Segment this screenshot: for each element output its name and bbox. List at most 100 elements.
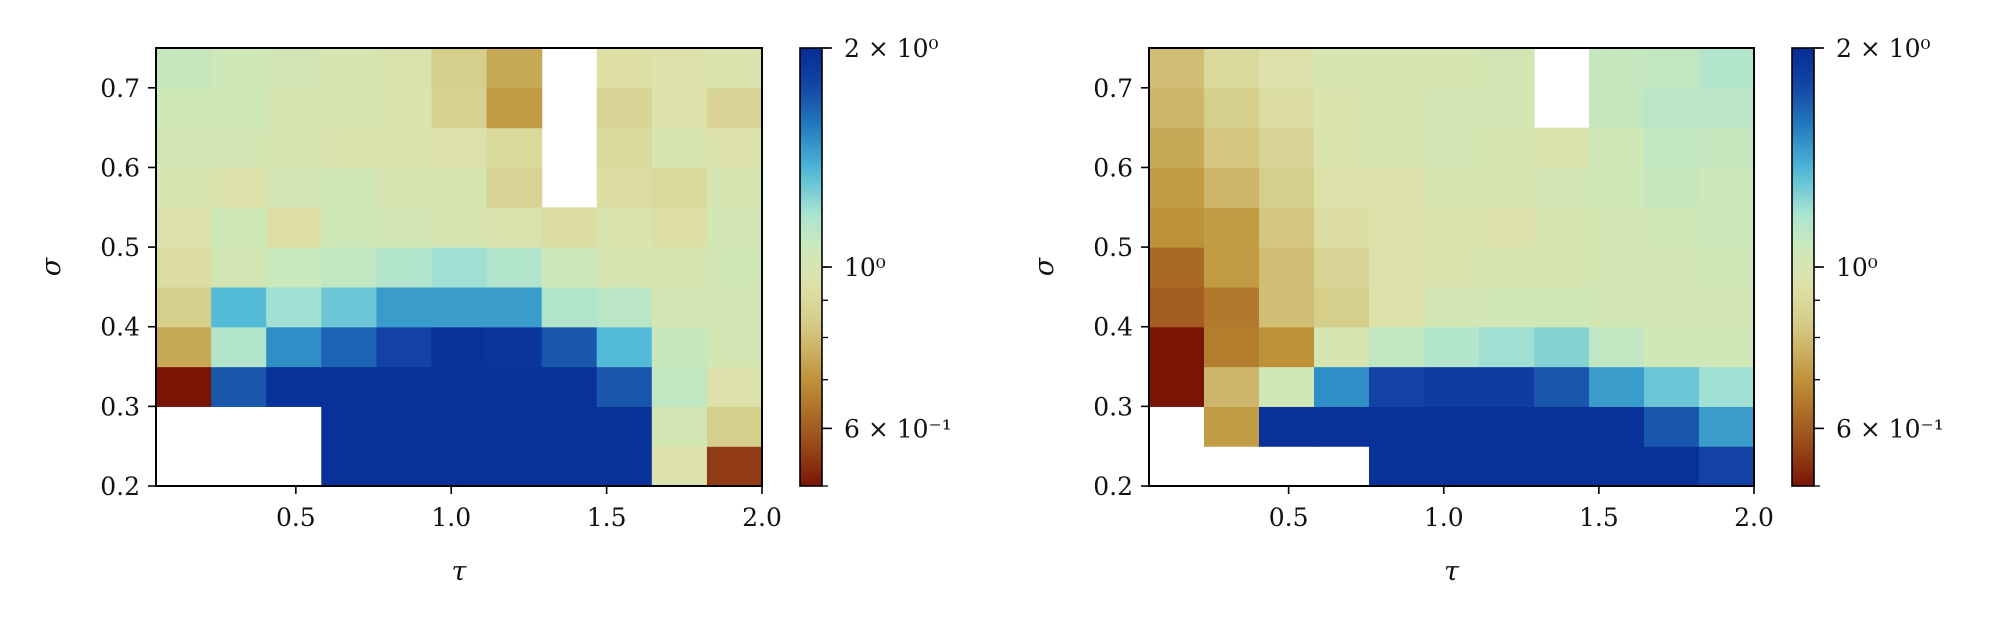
heatmap-cell — [1369, 167, 1425, 208]
heatmap-cell — [211, 48, 267, 89]
heatmap-cell — [266, 48, 322, 89]
heatmap-cell — [1424, 167, 1480, 208]
heatmap-cell — [1149, 167, 1205, 208]
heatmap-cell — [266, 326, 322, 368]
heatmap-cell — [1589, 247, 1645, 288]
heatmap-cell — [266, 127, 322, 169]
heatmap-cell — [376, 326, 433, 368]
heatmap-cell — [1424, 127, 1480, 169]
heatmap-cell — [596, 207, 653, 248]
heatmap-cell — [1149, 127, 1205, 169]
heatmap-cell — [211, 286, 267, 328]
y-tick-label: 0.5 — [1093, 233, 1133, 262]
colorbar-gradient — [800, 48, 822, 486]
heatmap-cell — [706, 48, 763, 89]
heatmap-cell — [1259, 48, 1315, 89]
heatmap-cell — [596, 48, 653, 89]
heatmap-cell — [156, 366, 212, 407]
heatmap-cell — [321, 286, 377, 328]
heatmap-cell — [1479, 286, 1535, 328]
heatmap-cell — [431, 366, 488, 407]
heatmap-cell — [431, 87, 488, 129]
heatmap-cell — [1589, 326, 1645, 368]
heatmap-cell — [376, 286, 433, 328]
x-axis-label: τ — [1444, 556, 1460, 587]
heatmap-cell — [1644, 366, 1700, 407]
heatmap-cell — [211, 167, 267, 208]
heatmap-cell — [706, 366, 763, 407]
y-tick-label: 0.4 — [1093, 313, 1133, 342]
heatmap-cell — [651, 406, 708, 447]
heatmap-cell — [1479, 127, 1535, 169]
x-axis-label: τ — [452, 556, 468, 587]
heatmap-cell — [1369, 87, 1425, 129]
heatmap-cell — [321, 167, 377, 208]
x-tick-label: 0.5 — [276, 503, 316, 532]
y-tick-label: 0.3 — [100, 392, 140, 421]
heatmap-cell — [651, 326, 708, 368]
heatmap-cell — [1644, 247, 1700, 288]
heatmap-cell — [1644, 326, 1700, 368]
heatmap-cell — [321, 87, 377, 129]
heatmap-cell — [211, 366, 267, 407]
y-tick-label: 0.2 — [100, 472, 140, 501]
heatmap-cell — [1534, 406, 1590, 447]
heatmap-cell — [651, 127, 708, 169]
heatmap-cell — [486, 127, 543, 169]
heatmap-cell — [486, 167, 543, 208]
heatmap-cell — [1589, 286, 1645, 328]
heatmap-cell — [321, 366, 377, 407]
heatmap-cell — [1424, 446, 1480, 487]
heatmap-cell — [651, 87, 708, 129]
heatmap-cell — [1369, 127, 1425, 169]
heatmap-cell — [156, 48, 212, 89]
heatmap-cell — [1424, 366, 1480, 407]
heatmap-cell — [1314, 87, 1370, 129]
heatmap-cell — [376, 87, 433, 129]
heatmap-cell — [376, 446, 433, 487]
heatmap-cell — [1424, 87, 1480, 129]
heatmap-cell — [1424, 207, 1480, 248]
heatmap-cell — [1534, 167, 1590, 208]
heatmap-cell — [431, 127, 488, 169]
heatmap-cell — [1259, 167, 1315, 208]
colorbar-tick-label: 2 × 10⁰ — [844, 34, 939, 63]
heatmap-cell — [1589, 127, 1645, 169]
y-tick-label: 0.3 — [1093, 392, 1133, 421]
heatmap-cell — [1149, 207, 1205, 248]
heatmap-cell — [1479, 247, 1535, 288]
heatmap-cell — [1534, 326, 1590, 368]
heatmap-cell — [431, 406, 488, 447]
heatmap-cell — [321, 406, 377, 447]
colorbar-tick-label: 2 × 10⁰ — [1836, 34, 1931, 63]
heatmap-cell — [486, 247, 543, 288]
heatmap-cell — [1479, 326, 1535, 368]
heatmap-cell — [1314, 48, 1370, 89]
heatmap-cell — [1644, 446, 1700, 487]
heatmap-cell — [266, 167, 322, 208]
heatmap-cell — [1534, 446, 1590, 487]
heatmap-cell — [1259, 286, 1315, 328]
heatmap-cell — [651, 247, 708, 288]
heatmap-cell — [1644, 406, 1700, 447]
heatmap-cell — [156, 167, 212, 208]
heatmap-cell — [1369, 366, 1425, 407]
heatmap-cell — [156, 87, 212, 129]
heatmap-cell — [266, 366, 322, 407]
heatmap-cell — [431, 167, 488, 208]
heatmap-cell — [1699, 48, 1755, 89]
heatmap-cell — [321, 207, 377, 248]
heatmap-cell — [1424, 286, 1480, 328]
heatmap-cell — [1699, 207, 1755, 248]
heatmap-cell — [1479, 366, 1535, 407]
heatmap-cell — [1314, 406, 1370, 447]
heatmap-cell — [1314, 326, 1370, 368]
y-tick-label: 0.5 — [100, 233, 140, 262]
heatmap-cell — [486, 366, 543, 407]
heatmap-cell — [541, 286, 598, 328]
heatmap-cell — [1259, 87, 1315, 129]
heatmap-cell — [1534, 247, 1590, 288]
heatmap-cell — [1534, 207, 1590, 248]
heatmap-cell — [1314, 207, 1370, 248]
heatmap-cell — [706, 87, 763, 129]
